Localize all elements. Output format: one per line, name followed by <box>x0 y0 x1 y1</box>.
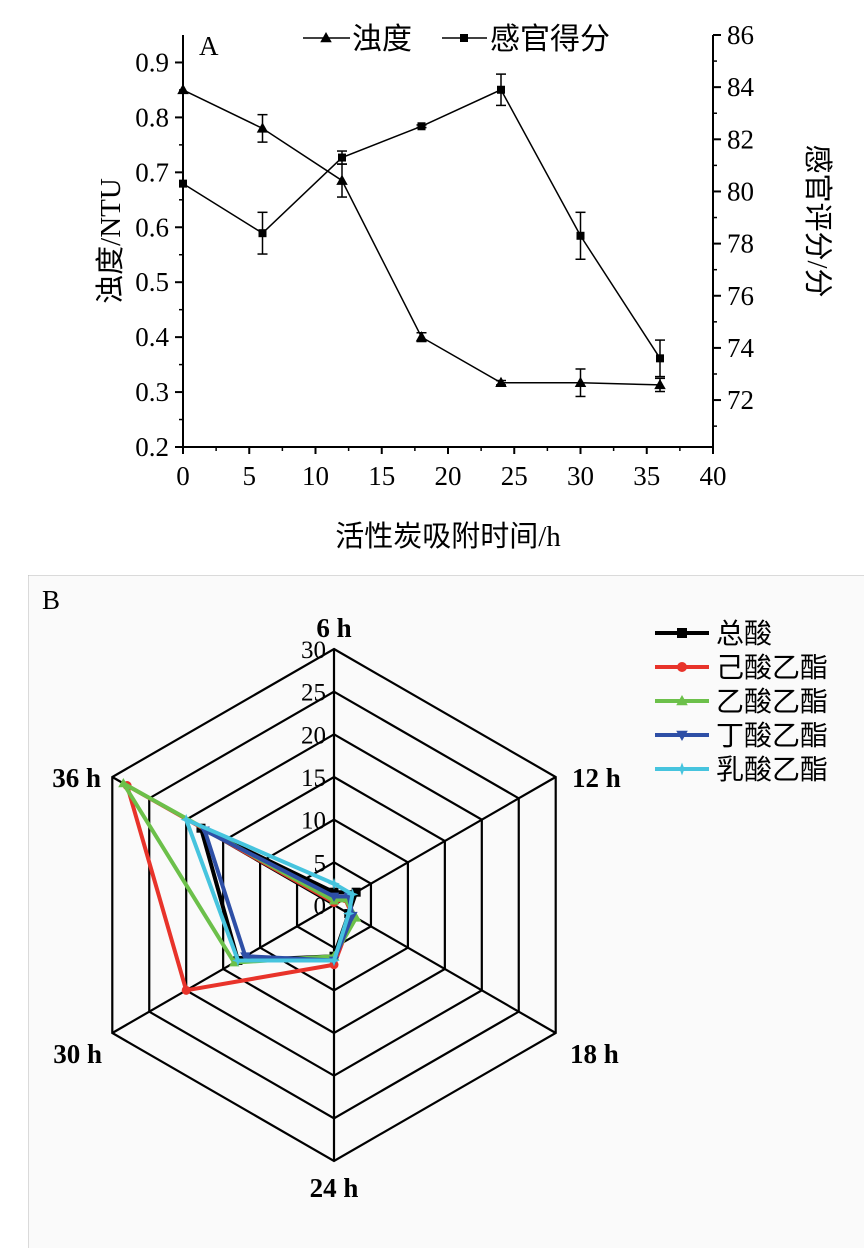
radar-legend-label: 乙酸乙酯 <box>716 686 828 718</box>
radar-data-point <box>328 877 340 890</box>
radar-legend-marker <box>675 762 689 776</box>
sensory-point <box>338 153 346 162</box>
x-tick-label: 30 <box>567 461 594 491</box>
chart-panel-a: 0 5 10 15 20 25 30 35 40 0.2 0.3 0.4 0.5 0.6 0.7 0.8 0.9… <box>0 0 864 560</box>
turbidity-point <box>336 174 348 185</box>
radar-data-point <box>329 887 339 897</box>
radar-tick-label: 30 <box>301 637 326 664</box>
sensory-point <box>497 85 505 94</box>
radar-tick-label: 10 <box>301 808 326 835</box>
x-axis-title: 活性炭吸附时间/h <box>335 520 561 553</box>
radar-tick-label: 0 <box>314 893 327 920</box>
radar-data-point <box>240 952 251 962</box>
turbidity-point <box>495 376 507 387</box>
radar-spoke <box>111 904 335 1034</box>
legend-marker-turbidity <box>320 32 332 43</box>
radar-tick-label: 25 <box>301 680 326 707</box>
radar-spoke <box>333 776 557 906</box>
y-left-tick-label: 0.8 <box>135 102 169 132</box>
y-right-tick-label: 78 <box>727 229 754 259</box>
radar-legend-marker <box>677 628 687 638</box>
x-tick-label: 5 <box>243 461 257 491</box>
radar-data-point <box>118 778 129 788</box>
radar-spoke <box>333 904 557 1034</box>
legend-label-sensory: 感官得分 <box>490 23 610 56</box>
y-left-tick-label: 0.7 <box>135 157 169 187</box>
radar-data-point <box>350 912 362 922</box>
turbidity-point <box>256 122 269 133</box>
radar-tick-label: 5 <box>314 850 327 877</box>
radar-axis-label: 30 h <box>53 1039 102 1069</box>
turbidity-point <box>415 331 428 342</box>
y-right-tick-label: 72 <box>727 385 754 415</box>
radar-legend-label: 己酸乙酯 <box>716 652 828 684</box>
legend-label-turbidity: 浊度 <box>352 23 412 56</box>
radar-data-point <box>232 954 244 967</box>
x-tick-label: 25 <box>501 461 528 491</box>
y-left-tick-label: 0.9 <box>135 47 169 77</box>
y-left-axis-title: 浊度/NTU <box>94 178 127 304</box>
turbidity-point <box>654 378 666 390</box>
y-left-tick-label: 0.2 <box>135 432 169 462</box>
ester-radar-chart: 0 5 10 15 20 25 306 h 12 h 18 h 24 h 30 h 36 h B 总酸己酸… <box>28 575 864 1248</box>
y-left-tick-label: 0.6 <box>135 212 169 242</box>
radar-data-point <box>328 954 340 967</box>
radar-axis-label: 6 h <box>316 613 351 643</box>
y-left-tick-label: 0.3 <box>135 377 169 407</box>
radar-data-point <box>180 813 193 826</box>
radar-tick-label: 20 <box>301 722 326 749</box>
chart-panel-b: 0 5 10 15 20 25 30 6 h 12 h 18 h 24 h 30 h 36 h B 总酸 己酸… <box>28 575 864 1248</box>
radar-legend-label: 乳酸乙酯 <box>716 754 828 786</box>
radar-legend-marker <box>676 695 688 706</box>
y-right-axis-title: 感官评分/分 <box>801 144 834 297</box>
y-left-tick-label: 0.5 <box>135 267 169 297</box>
y-right-tick-label: 80 <box>727 176 754 206</box>
radar-axis-label: 12 h <box>572 763 621 793</box>
turbidity-sensory-chart: 0 5 10 15 20 25 30 35 40 0.2 0.3 0.4 0.5 0.6 0.7 0.8 0.9… <box>94 20 834 553</box>
radar-data-point <box>346 888 359 901</box>
radar-axis-label: 24 h <box>310 1173 359 1203</box>
radar-axis-label: 36 h <box>52 763 101 793</box>
x-tick-label: 0 <box>176 461 190 491</box>
sensory-point <box>576 231 585 240</box>
radar-legend-marker <box>677 662 687 672</box>
x-tick-label: 20 <box>435 461 462 491</box>
panel-label-b: B <box>42 585 60 615</box>
turbidity-point <box>177 83 189 95</box>
sensory-point <box>258 229 267 238</box>
radar-data-point <box>328 892 340 902</box>
radar-data-point <box>229 957 240 967</box>
x-tick-label: 35 <box>633 461 660 491</box>
radar-legend-marker <box>676 730 688 741</box>
sensory-point <box>656 354 664 363</box>
y-right-tick-label: 76 <box>727 281 754 311</box>
x-tick-label: 40 <box>700 461 727 491</box>
radar-tick-label: 15 <box>301 765 326 792</box>
panel-label-a: A <box>199 31 219 61</box>
x-tick-label: 10 <box>302 461 329 491</box>
y-right-tick-label: 84 <box>727 72 755 102</box>
radar-legend-label: 总酸 <box>716 618 772 650</box>
x-tick-label: 15 <box>368 461 395 491</box>
y-right-tick-label: 74 <box>727 333 755 363</box>
legend-marker-sensory <box>460 34 468 42</box>
y-right-tick-label: 86 <box>727 20 754 50</box>
sensory-point <box>179 179 187 188</box>
y-left-tick-label: 0.4 <box>135 322 169 352</box>
radar-data-point <box>181 985 191 995</box>
radar-legend-label: 丁酸乙酯 <box>716 720 828 752</box>
radar-data-point <box>342 907 355 920</box>
radar-data-point <box>351 887 361 897</box>
y-right-tick-label: 82 <box>727 124 754 154</box>
radar-background <box>28 575 864 1248</box>
turbidity-point <box>574 376 587 387</box>
radar-axis-label: 18 h <box>570 1039 619 1069</box>
sensory-point <box>417 122 426 131</box>
